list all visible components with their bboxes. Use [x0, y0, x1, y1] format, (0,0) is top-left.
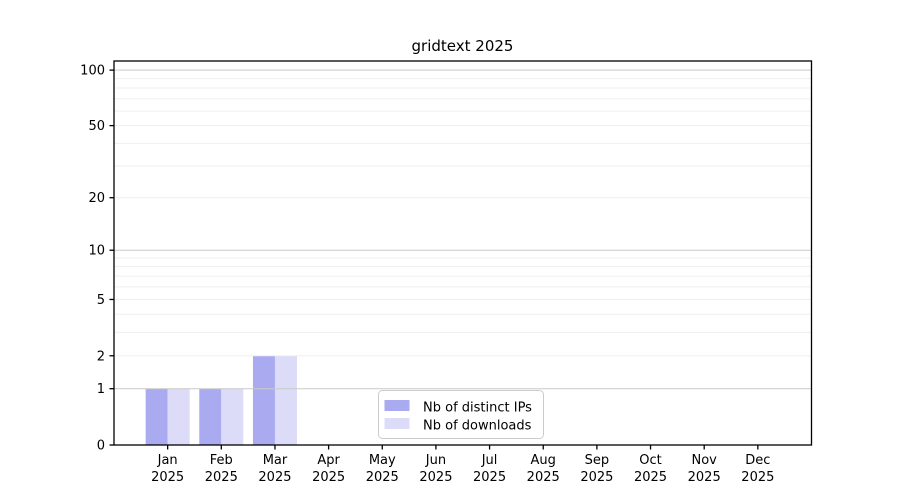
x-tick-label-month-may: May: [369, 453, 396, 468]
y-tick-label-5: 5: [97, 293, 105, 308]
x-tick-label-year-jan: 2025: [151, 470, 184, 485]
axes-spines-group: [113, 60, 813, 446]
y-tick-label-20: 20: [88, 191, 105, 206]
bar-downloads-mar: [274, 355, 297, 445]
bar-distinct-ips-mar: [252, 355, 275, 445]
x-tick-label-month-jun: Jun: [425, 453, 446, 468]
x-tick-label-year-aug: 2025: [527, 470, 560, 485]
x-tick-label-year-feb: 2025: [205, 470, 238, 485]
y-tick-label-1: 1: [97, 382, 105, 397]
y-tick-label-2: 2: [97, 349, 105, 364]
x-tick-label-year-mar: 2025: [258, 470, 291, 485]
x-tick-label-month-dec: Dec: [745, 453, 770, 468]
bar-distinct-ips-jan: [145, 388, 168, 445]
legend-box: [378, 390, 544, 439]
plot-border: [113, 60, 813, 446]
x-axis-ticks-group: Jan 2025 Feb 2025 Mar 2025 Apr 2025 May 2025 Jun 20…: [151, 445, 774, 485]
x-tick-label-month-jul: Jul: [481, 453, 498, 468]
x-tick-label-year-jun: 2025: [419, 470, 452, 485]
x-tick-label-year-oct: 2025: [634, 470, 667, 485]
x-tick-label-month-oct: Oct: [639, 453, 661, 468]
x-tick-label-month-apr: Apr: [317, 453, 340, 468]
y-tick-label-10: 10: [88, 244, 105, 259]
x-tick-label-year-dec: 2025: [741, 470, 774, 485]
x-tick-label-month-sep: Sep: [585, 453, 610, 468]
major-gridlines-group: [114, 69, 812, 390]
bar-downloads-jan: [167, 388, 190, 445]
bars-group: [145, 355, 297, 445]
x-tick-label-month-aug: Aug: [531, 453, 556, 468]
x-tick-label-year-sep: 2025: [580, 470, 613, 485]
legend-label-downloads: Nb of downloads: [423, 419, 532, 434]
x-tick-label-year-nov: 2025: [688, 470, 721, 485]
x-tick-label-year-jul: 2025: [473, 470, 506, 485]
y-tick-label-100: 100: [80, 64, 105, 79]
x-tick-label-year-may: 2025: [366, 470, 399, 485]
y-axis-ticks-group: 0 1 2 5 10 20 50 100: [80, 64, 114, 454]
x-tick-label-month-jan: Jan: [157, 453, 178, 468]
x-tick-label-month-feb: Feb: [210, 453, 233, 468]
x-tick-label-year-apr: 2025: [312, 470, 345, 485]
x-tick-label-month-nov: Nov: [692, 453, 718, 468]
chart-title: gridtext 2025: [412, 37, 514, 55]
y-tick-label-50: 50: [88, 119, 105, 134]
legend-swatch-distinct-ips-icon: [384, 400, 410, 411]
legend-swatch-downloads-icon: [384, 418, 410, 429]
minor-gridlines-group: [114, 78, 812, 357]
bar-distinct-ips-feb: [199, 388, 222, 445]
y-tick-label-0: 0: [97, 439, 105, 454]
legend: Nb of distinct IPs Nb of downloads: [378, 390, 544, 439]
legend-label-distinct-ips: Nb of distinct IPs: [423, 401, 532, 416]
bar-downloads-feb: [221, 388, 244, 445]
x-tick-label-month-mar: Mar: [263, 453, 288, 468]
